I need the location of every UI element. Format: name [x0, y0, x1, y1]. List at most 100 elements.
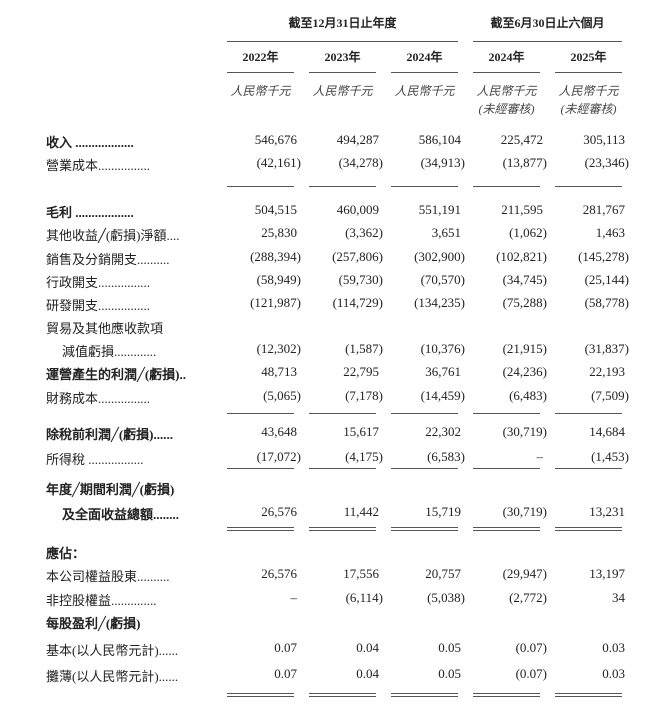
- column-rule: [555, 72, 622, 73]
- row-value: (5,065): [263, 388, 301, 403]
- total-double-rule: [555, 527, 622, 531]
- row-value: (58,949): [256, 272, 301, 287]
- row-value: 20,757: [425, 566, 461, 581]
- total-double-rule: [391, 693, 458, 697]
- row-value: 22,795: [343, 364, 379, 379]
- subtotal-rule: [473, 413, 540, 414]
- row-value: (3,362): [345, 225, 383, 240]
- subtotal-rule: [309, 186, 376, 187]
- row-value: (145,278): [578, 249, 629, 264]
- column-unit: 人民幣千元: [394, 84, 455, 98]
- row-label: 攤薄(以人民幣元計)......: [46, 669, 179, 684]
- column-year: 2023年: [324, 50, 361, 64]
- total-double-rule: [391, 527, 458, 531]
- column-unit: 人民幣千元: [476, 84, 537, 98]
- row-value: 43,648: [261, 424, 297, 439]
- subtotal-rule: [227, 413, 294, 414]
- row-value: 22,193: [589, 364, 625, 379]
- row-value: 546,676: [254, 132, 297, 147]
- row-value: 13,197: [589, 566, 625, 581]
- row-value: –: [536, 449, 544, 464]
- row-value: (75,288): [502, 295, 547, 310]
- row-value: 1,463: [595, 225, 625, 240]
- row-value: (31,837): [584, 341, 629, 356]
- row-value: (13,877): [502, 155, 547, 170]
- subtotal-rule: [555, 186, 622, 187]
- group-header-annual: 截至12月31日止年度: [288, 16, 397, 30]
- row-label: 銷售及分銷開支..........: [46, 252, 170, 267]
- row-value: 460,009: [336, 202, 379, 217]
- row-label: 收入 ..................: [46, 135, 134, 150]
- subtotal-rule: [227, 468, 294, 469]
- row-value: 305,113: [583, 132, 625, 147]
- subtotal-rule: [391, 468, 458, 469]
- row-value: –: [290, 590, 298, 605]
- row-label: 財務成本................: [46, 391, 151, 406]
- row-value: (59,730): [338, 272, 383, 287]
- subtotal-rule: [391, 186, 458, 187]
- subtotal-rule: [555, 413, 622, 414]
- row-value: (42,161): [256, 155, 301, 170]
- row-value: 15,617: [343, 424, 379, 439]
- row-value: (4,175): [345, 449, 383, 464]
- total-double-rule: [309, 527, 376, 531]
- row-value: (30,719): [502, 504, 547, 519]
- row-value: (7,178): [345, 388, 383, 403]
- row-value: 11,442: [343, 504, 379, 519]
- row-label: 毛利 ..................: [46, 205, 134, 220]
- group-header-interim: 截至6月30日止六個月: [490, 16, 605, 30]
- row-value: 15,719: [425, 504, 461, 519]
- row-label: 其他收益╱(虧損)淨額....: [46, 228, 180, 243]
- row-value: (6,114): [345, 590, 383, 605]
- row-value: 0.07: [274, 640, 297, 655]
- row-label: 行政開支................: [46, 275, 151, 290]
- unaudited-note: (未經審核): [560, 102, 617, 116]
- row-value: (288,394): [250, 249, 301, 264]
- row-value: 25,830: [261, 225, 297, 240]
- row-value: 0.07: [274, 666, 297, 681]
- row-label: 每股盈利╱(虧損): [46, 616, 141, 631]
- row-value: 14,684: [589, 424, 625, 439]
- row-value: (302,900): [414, 249, 465, 264]
- row-value: 13,231: [589, 504, 625, 519]
- row-value: (10,376): [420, 341, 465, 356]
- row-value: 34: [612, 590, 625, 605]
- total-double-rule: [227, 693, 294, 697]
- subtotal-rule: [391, 413, 458, 414]
- row-value: (0.07): [515, 666, 547, 681]
- row-value: 17,556: [343, 566, 379, 581]
- row-label: 除稅前利潤╱(虧損)......: [46, 427, 173, 442]
- row-value: (14,459): [420, 388, 465, 403]
- column-unit: 人民幣千元: [558, 84, 619, 98]
- row-value: (12,302): [256, 341, 301, 356]
- row-value: (257,806): [332, 249, 383, 264]
- column-rule: [391, 72, 458, 73]
- row-label: 基本(以人民幣元計)......: [46, 643, 179, 658]
- row-value: 0.04: [356, 640, 379, 655]
- row-value: (5,038): [427, 590, 465, 605]
- row-value: 0.05: [438, 640, 461, 655]
- column-rule: [227, 72, 294, 73]
- row-value: (121,987): [250, 295, 301, 310]
- row-label: 貿易及其他應收款項: [46, 321, 164, 336]
- row-value: (25,144): [584, 272, 629, 287]
- row-value: 281,767: [582, 202, 625, 217]
- row-label: 減值虧損.............: [62, 344, 157, 359]
- subtotal-rule: [473, 468, 540, 469]
- column-rule: [473, 72, 540, 73]
- row-value: 0.03: [602, 666, 625, 681]
- row-value: (24,236): [502, 364, 547, 379]
- row-label: 所得稅 .................: [46, 452, 144, 467]
- row-value: (6,583): [427, 449, 465, 464]
- row-value: 551,191: [418, 202, 461, 217]
- row-label: 運營產生的利潤╱(虧損)..: [46, 367, 186, 382]
- row-value: (0.07): [515, 640, 547, 655]
- row-value: 48,713: [261, 364, 297, 379]
- subtotal-rule: [227, 186, 294, 187]
- row-label: 研發開支................: [46, 298, 151, 313]
- row-value: 3,651: [431, 225, 461, 240]
- row-value: (34,745): [502, 272, 547, 287]
- row-value: 586,104: [418, 132, 461, 147]
- column-year: 2024年: [488, 50, 525, 64]
- subtotal-rule: [473, 186, 540, 187]
